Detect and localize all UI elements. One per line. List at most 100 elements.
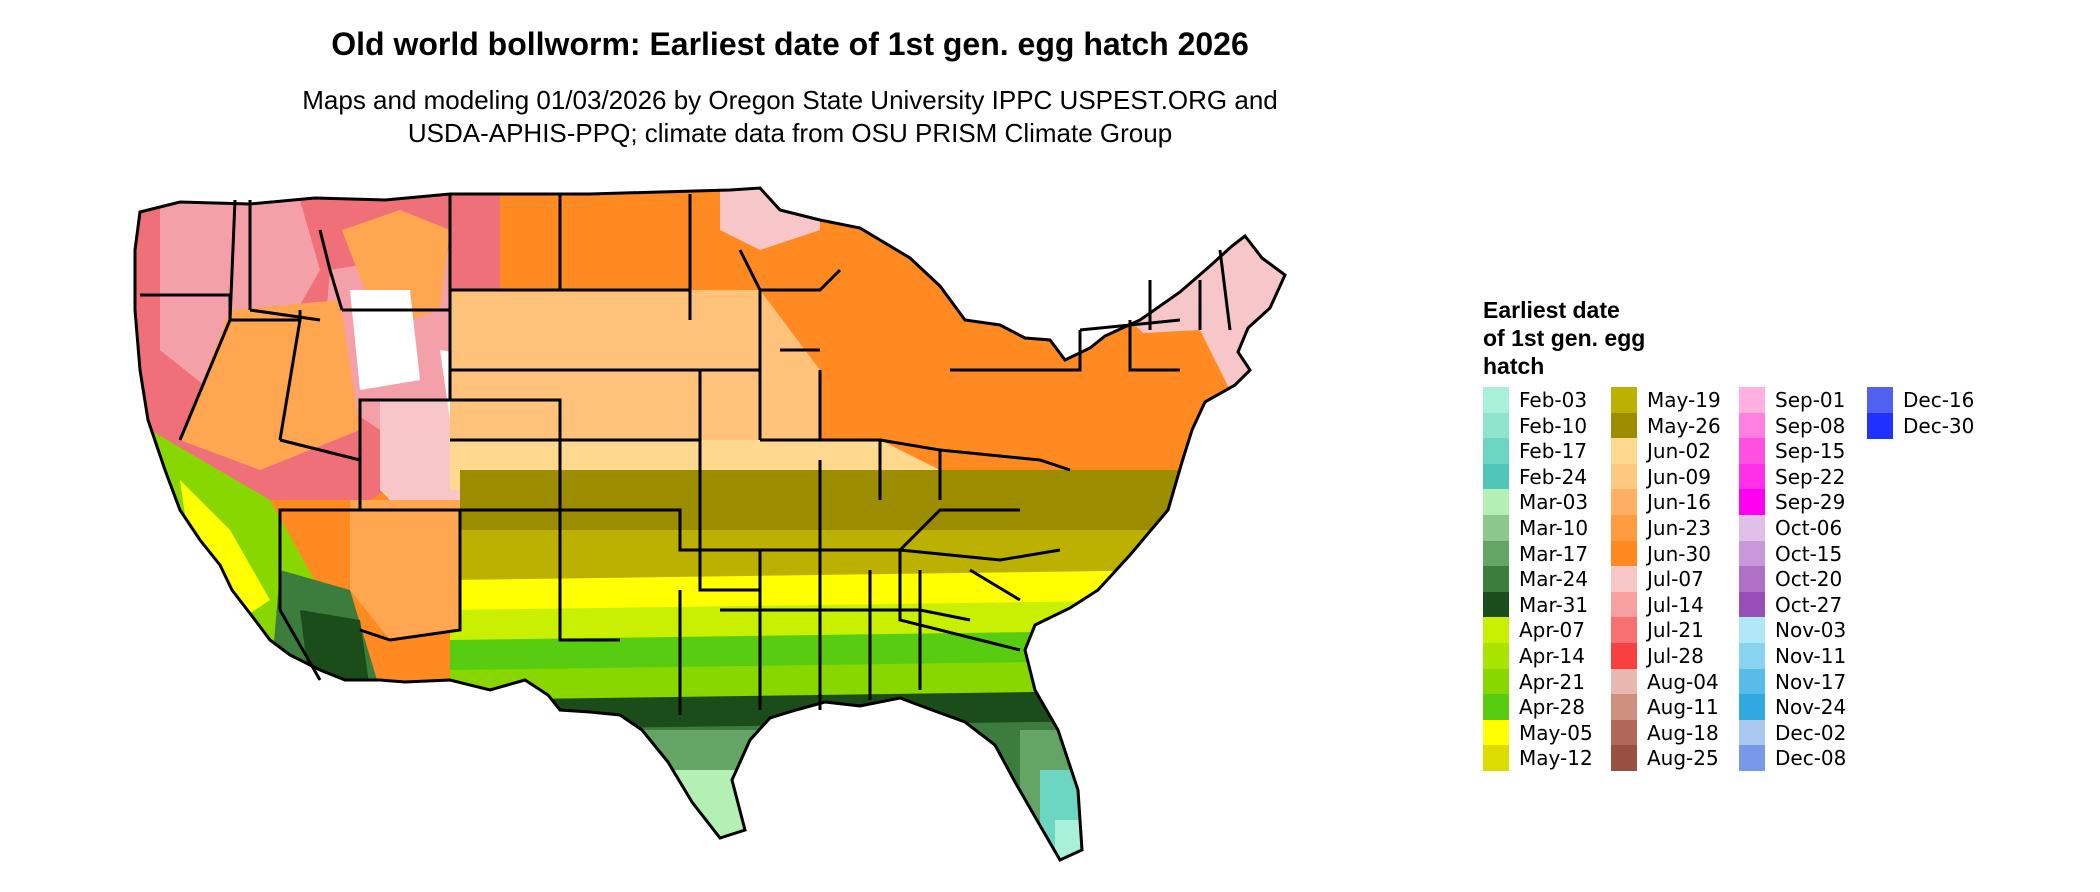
legend-label: Mar-24: [1519, 567, 1589, 592]
legend-label: Dec-30: [1903, 413, 1975, 438]
internal-borders: [140, 194, 1232, 715]
legend-label: Feb-03: [1519, 388, 1588, 412]
legend-item: Dec-30: [1867, 412, 1975, 439]
legend-item: Jun-30: [1611, 540, 1711, 567]
legend-swatch: [1739, 540, 1765, 567]
legend-swatch: [1483, 412, 1509, 439]
legend-label: Nov-17: [1775, 669, 1847, 694]
legend-label: Jun-30: [1647, 541, 1711, 566]
legend-label: Apr-21: [1519, 669, 1585, 694]
legend-item: Jun-16: [1611, 489, 1711, 516]
legend-label: Aug-25: [1647, 746, 1719, 771]
legend-title-line-3: hatch: [1483, 353, 1545, 379]
legend-item: Jun-23: [1611, 515, 1711, 541]
legend-item: Jul-28: [1611, 643, 1704, 669]
legend-item: Mar-24: [1483, 566, 1589, 593]
band-northwest-pink: [160, 200, 320, 390]
legend-label: Sep-22: [1775, 464, 1846, 489]
legend-swatch: [1483, 438, 1509, 465]
legend-item: Aug-25: [1611, 745, 1719, 772]
legend-item: Sep-22: [1739, 463, 1846, 490]
legend-swatch: [1483, 463, 1509, 490]
legend-label: Dec-16: [1903, 388, 1975, 412]
legend-title-line-1: Earliest date: [1483, 297, 1620, 323]
legend-item: Aug-04: [1611, 668, 1719, 695]
legend-item: May-26: [1611, 412, 1721, 439]
legend-label: May-05: [1519, 720, 1593, 745]
legend-swatch: [1611, 668, 1637, 695]
legend-swatch: [1739, 591, 1765, 618]
legend-item: Oct-06: [1739, 515, 1842, 541]
legend-item: Sep-01: [1739, 387, 1845, 413]
legend-swatch: [1483, 719, 1509, 746]
legend-label: Feb-10: [1519, 413, 1588, 438]
band-florida-aqua: [1055, 820, 1120, 860]
legend-item: May-12: [1483, 745, 1593, 772]
legend-label: Jun-09: [1647, 464, 1711, 489]
legend-swatch: [1739, 566, 1765, 593]
legend-item: Jun-09: [1611, 463, 1711, 490]
state-borders: [133, 186, 1287, 862]
legend-item: Feb-10: [1483, 412, 1588, 439]
legend-swatch: [1611, 617, 1637, 644]
legend-swatch: [1739, 617, 1765, 644]
legend-swatch: [1483, 489, 1509, 516]
legend-item: Aug-11: [1611, 694, 1719, 721]
legend-label: Sep-08: [1775, 413, 1846, 438]
legend-swatch: [1483, 540, 1509, 567]
legend-label: Oct-20: [1775, 567, 1843, 592]
legend-item: Oct-27: [1739, 591, 1843, 618]
legend-item: Jul-14: [1611, 591, 1704, 618]
legend-swatch: [1483, 668, 1509, 695]
legend-item: Aug-18: [1611, 719, 1719, 746]
legend-item: Feb-17: [1483, 438, 1588, 465]
legend-swatch: [1611, 643, 1637, 669]
legend-swatch: [1739, 719, 1765, 746]
legend-label: Oct-27: [1775, 592, 1843, 617]
legend-item: Dec-02: [1739, 719, 1847, 746]
legend-label: May-19: [1647, 388, 1721, 412]
legend-label: Nov-03: [1775, 618, 1847, 643]
legend-item: Nov-17: [1739, 668, 1847, 695]
legend-label: Feb-17: [1519, 439, 1588, 464]
legend-swatch: [1611, 566, 1637, 593]
legend-swatch: [1611, 694, 1637, 721]
band-arizona-dark: [300, 610, 370, 690]
legend-item: Feb-24: [1483, 463, 1588, 490]
legend-item: Apr-28: [1483, 694, 1585, 721]
legend-label: Sep-29: [1775, 490, 1846, 515]
legend-swatch: [1867, 412, 1893, 439]
legend-swatch: [1483, 643, 1509, 669]
legend-item: Oct-20: [1739, 566, 1843, 593]
map-subtitle: Maps and modeling 01/03/2026 by Oregon S…: [0, 84, 1580, 150]
legend-item: May-19: [1611, 387, 1721, 413]
legend-swatch: [1611, 591, 1637, 618]
legend-swatch: [1739, 463, 1765, 490]
legend-swatch: [1483, 694, 1509, 721]
legend-label: Nov-24: [1775, 695, 1847, 720]
legend-label: Dec-02: [1775, 720, 1847, 745]
band-texas-mint: [620, 770, 760, 860]
legend-swatch: [1739, 438, 1765, 465]
legend-item: Sep-15: [1739, 438, 1845, 465]
band-newmexico-orange: [350, 500, 460, 640]
legend-item: Sep-29: [1739, 489, 1846, 516]
legend-label: Jul-21: [1647, 618, 1704, 643]
legend-label: May-26: [1647, 413, 1721, 438]
legend-label: May-12: [1519, 746, 1593, 771]
legend-item: Apr-14: [1483, 643, 1585, 669]
legend-swatch: [1739, 412, 1765, 439]
legend-label: Oct-15: [1775, 541, 1843, 566]
legend-swatch: [1483, 566, 1509, 593]
legend-item: Mar-03: [1483, 489, 1588, 516]
legend-swatch: [1739, 694, 1765, 721]
legend-swatch: [1611, 489, 1637, 516]
legend-swatch: [1611, 540, 1637, 567]
map-title: Old world bollworm: Earliest date of 1st…: [331, 26, 1249, 62]
legend-label: Feb-24: [1519, 464, 1588, 489]
legend-swatch: [1611, 745, 1637, 772]
subtitle-line-1: Maps and modeling 01/03/2026 by Oregon S…: [302, 85, 1278, 115]
band-orange-light: [450, 290, 820, 470]
legend-swatch: [1611, 438, 1637, 465]
legend-item: May-05: [1483, 719, 1593, 746]
